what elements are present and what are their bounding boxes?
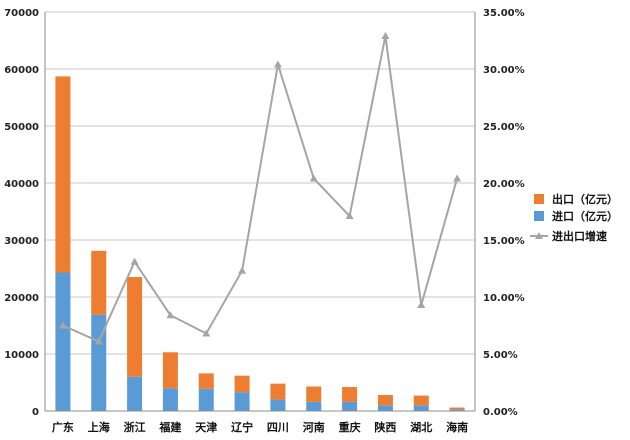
bar-import <box>55 272 71 411</box>
bar-import <box>413 405 429 411</box>
growth-point <box>238 266 247 274</box>
bar-import <box>198 388 214 411</box>
y-right-tick-label: 20.00% <box>483 179 525 190</box>
bar-export <box>342 387 358 402</box>
legend-label: 进出口增速 <box>552 229 607 243</box>
y-left-tick-label: 10000 <box>4 350 39 361</box>
y-right-tick-label: 25.00% <box>483 122 525 133</box>
bar-export <box>234 375 250 393</box>
growth-point <box>453 174 462 182</box>
x-category-label: 上海 <box>88 420 110 434</box>
bar-export <box>162 352 178 389</box>
growth-line-path <box>62 35 459 343</box>
bar-export <box>198 373 214 389</box>
y-left-tick-label: 30000 <box>4 236 39 247</box>
growth-line <box>58 31 462 345</box>
y-left-tick-label: 60000 <box>4 65 39 76</box>
bar-import <box>162 388 178 411</box>
x-category-label: 四川 <box>267 421 289 434</box>
bar-export <box>306 386 322 402</box>
x-category-label: 辽宁 <box>231 420 253 434</box>
bar-import <box>127 376 143 411</box>
x-category-label: 福建 <box>158 420 182 434</box>
legend-swatch <box>534 194 544 204</box>
legend: 出口（亿元） 进口（亿元） 进出口增速 <box>530 192 618 243</box>
x-category-label: 天津 <box>195 420 217 434</box>
x-category-label: 浙江 <box>124 420 146 434</box>
y-right-tick-label: 15.00% <box>483 236 525 247</box>
bar-export <box>270 383 286 400</box>
growth-point <box>94 337 103 345</box>
y-right-tick-label: 5.00% <box>483 350 518 361</box>
bars <box>55 76 465 411</box>
y-right-tick-label: 30.00% <box>483 65 525 76</box>
bar-import <box>234 392 250 411</box>
growth-point <box>166 311 175 319</box>
y-left-tick-label: 50000 <box>4 122 39 133</box>
y-left-tick-label: 70000 <box>4 8 39 19</box>
growth-point <box>417 300 426 308</box>
growth-point <box>202 329 211 337</box>
growth-point <box>381 31 390 39</box>
y-right-tick-label: 0.00% <box>483 407 518 418</box>
legend-marker <box>535 232 543 239</box>
bar-export <box>449 407 465 410</box>
bar-export <box>377 395 393 406</box>
bar-import <box>449 409 465 411</box>
growth-point <box>345 212 354 220</box>
gridlines <box>45 11 475 355</box>
y-right-tick-label: 35.00% <box>483 8 525 19</box>
bar-export <box>127 277 143 377</box>
x-category-label: 广东 <box>52 420 74 434</box>
y-left-tick-label: 0 <box>32 407 39 418</box>
bar-export <box>55 76 71 273</box>
growth-point <box>309 174 318 182</box>
x-category-label: 陕西 <box>374 420 396 434</box>
bar-export <box>413 395 429 406</box>
y-left-tick-label: 20000 <box>4 293 39 304</box>
bar-import <box>306 401 322 411</box>
x-category-label: 海南 <box>446 420 468 434</box>
growth-point <box>273 60 282 68</box>
y-right-tick-label: 10.00% <box>483 293 525 304</box>
legend-label: 出口（亿元） <box>552 192 618 206</box>
x-category-label: 湖北 <box>410 420 432 434</box>
x-category-label: 重庆 <box>339 420 361 434</box>
bar-import <box>377 405 393 411</box>
y-left-tick-label: 40000 <box>4 179 39 190</box>
legend-label: 进口（亿元） <box>552 209 618 223</box>
growth-point <box>58 321 67 329</box>
bar-import <box>270 399 286 411</box>
bar-import <box>342 401 358 411</box>
bar-export <box>91 250 107 315</box>
x-category-label: 河南 <box>303 420 325 434</box>
axes: 0 10000 20000 30000 40000 50000 60000 70000 0.00… <box>4 8 524 434</box>
growth-point <box>130 257 139 265</box>
legend-swatch <box>534 211 544 221</box>
